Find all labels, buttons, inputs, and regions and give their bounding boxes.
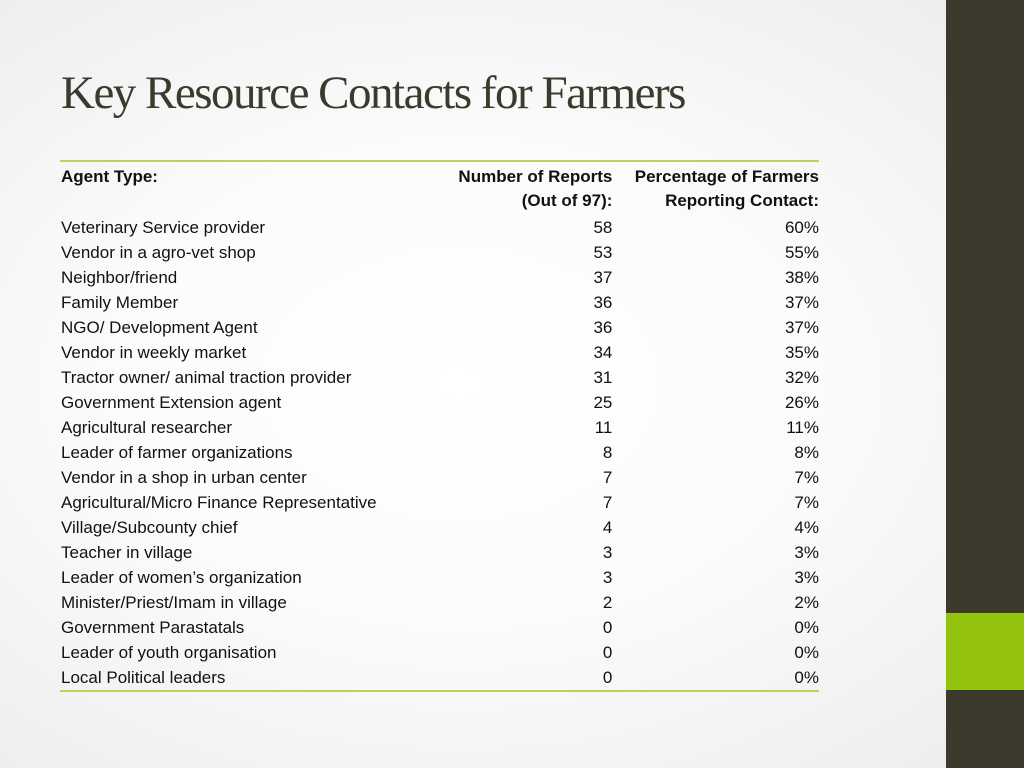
reports-cell: 53 bbox=[593, 243, 613, 262]
table-row: Local Political leaders 0 0% bbox=[60, 665, 819, 690]
agent-type-cell: Vendor in weekly market bbox=[61, 343, 247, 362]
agent-type-cell: Leader of women’s organization bbox=[61, 568, 302, 587]
reports-cell: 2 bbox=[602, 593, 613, 612]
agent-type-cell: Local Political leaders bbox=[61, 668, 226, 687]
table-row: Agricultural/Micro Finance Representativ… bbox=[60, 490, 819, 515]
reports-cell: 37 bbox=[593, 268, 613, 287]
table-body: Veterinary Service provider 58 60% Vendor i… bbox=[60, 215, 819, 690]
agent-type-cell: Vendor in a shop in urban center bbox=[61, 468, 307, 487]
reports-cell: 34 bbox=[593, 343, 613, 362]
agent-type-cell: Family Member bbox=[61, 293, 179, 312]
header-percent-line1: Percentage of Farmers bbox=[634, 167, 819, 186]
percent-cell: 3% bbox=[794, 543, 819, 562]
sidebar-accent-block bbox=[946, 613, 1024, 690]
percent-cell: 0% bbox=[794, 618, 819, 637]
agent-type-cell: Tractor owner/ animal traction provider bbox=[61, 368, 352, 387]
percent-cell: 7% bbox=[794, 468, 819, 487]
reports-cell: 0 bbox=[602, 668, 613, 687]
table-row: Family Member 36 37% bbox=[60, 290, 819, 315]
agent-type-cell: Village/Subcounty chief bbox=[61, 518, 238, 537]
table-row: Vendor in a agro-vet shop 53 55% bbox=[60, 240, 819, 265]
reports-cell: 7 bbox=[602, 468, 613, 487]
table-row: Veterinary Service provider 58 60% bbox=[60, 215, 819, 240]
reports-cell: 31 bbox=[593, 368, 613, 387]
table-row: NGO/ Development Agent 36 37% bbox=[60, 315, 819, 340]
agent-type-cell: Neighbor/friend bbox=[61, 268, 178, 287]
percent-cell: 37% bbox=[784, 293, 819, 312]
header-percent-line2: Reporting Contact: bbox=[665, 191, 819, 210]
table-row: Tractor owner/ animal traction provider 3… bbox=[60, 365, 819, 390]
percent-cell: 60% bbox=[784, 218, 819, 237]
agent-type-cell: Leader of farmer organizations bbox=[61, 443, 293, 462]
agent-type-cell: Agricultural/Micro Finance Representativ… bbox=[61, 493, 377, 512]
table-row: Neighbor/friend 37 38% bbox=[60, 265, 819, 290]
header-reports-line1: Number of Reports bbox=[458, 167, 613, 186]
slide-title: Key Resource Contacts for Farmers bbox=[61, 67, 686, 119]
percent-cell: 38% bbox=[784, 268, 819, 287]
reports-cell: 58 bbox=[593, 218, 613, 237]
table-header-row: Agent Type: Number of Reports (Out of 97… bbox=[60, 162, 819, 215]
table-row: Vendor in weekly market 34 35% bbox=[60, 340, 819, 365]
percent-cell: 37% bbox=[784, 318, 819, 337]
agent-type-cell: Minister/Priest/Imam in village bbox=[61, 593, 287, 612]
reports-cell: 7 bbox=[602, 493, 613, 512]
table-row: Vendor in a shop in urban center 7 7% bbox=[60, 465, 819, 490]
percent-cell: 0% bbox=[794, 668, 819, 687]
agent-type-cell: Leader of youth organisation bbox=[61, 643, 277, 662]
reports-cell: 3 bbox=[602, 568, 613, 587]
reports-cell: 11 bbox=[594, 418, 613, 437]
table-row: Leader of women’s organization 3 3% bbox=[60, 565, 819, 590]
table-row: Leader of farmer organizations 8 8% bbox=[60, 440, 819, 465]
table-row: Government Extension agent 25 26% bbox=[60, 390, 819, 415]
reports-cell: 3 bbox=[602, 543, 613, 562]
contacts-table-container: Agent Type: Number of Reports (Out of 97… bbox=[60, 160, 819, 692]
percent-cell: 8% bbox=[794, 443, 819, 462]
percent-cell: 3% bbox=[794, 568, 819, 587]
reports-cell: 4 bbox=[602, 518, 613, 537]
percent-cell: 32% bbox=[784, 368, 819, 387]
table-row: Leader of youth organisation 0 0% bbox=[60, 640, 819, 665]
percent-cell: 0% bbox=[794, 643, 819, 662]
reports-cell: 8 bbox=[602, 443, 613, 462]
percent-cell: 2% bbox=[794, 593, 819, 612]
percent-cell: 11% bbox=[786, 418, 819, 437]
agent-type-cell: Agricultural researcher bbox=[61, 418, 233, 437]
agent-type-cell: Government Parastatals bbox=[61, 618, 245, 637]
header-agent-type: Agent Type: bbox=[61, 167, 158, 186]
reports-cell: 36 bbox=[593, 293, 613, 312]
header-reports-line2: (Out of 97): bbox=[521, 191, 613, 210]
table-row: Agricultural researcher 11 11% bbox=[60, 415, 819, 440]
agent-type-cell: NGO/ Development Agent bbox=[61, 318, 258, 337]
table-row: Village/Subcounty chief 4 4% bbox=[60, 515, 819, 540]
percent-cell: 4% bbox=[794, 518, 819, 537]
table-row: Government Parastatals 0 0% bbox=[60, 615, 819, 640]
header-percentage: Percentage of Farmers Reporting Contact: bbox=[612, 162, 819, 215]
percent-cell: 35% bbox=[784, 343, 819, 362]
percent-cell: 55% bbox=[784, 243, 819, 262]
percent-cell: 26% bbox=[784, 393, 819, 412]
header-number-of-reports: Number of Reports (Out of 97): bbox=[441, 162, 613, 215]
agent-type-cell: Veterinary Service provider bbox=[61, 218, 266, 237]
percent-cell: 7% bbox=[794, 493, 819, 512]
table-row: Minister/Priest/Imam in village 2 2% bbox=[60, 590, 819, 615]
table-row: Teacher in village 3 3% bbox=[60, 540, 819, 565]
agent-type-cell: Teacher in village bbox=[61, 543, 193, 562]
reports-cell: 25 bbox=[593, 393, 613, 412]
reports-cell: 0 bbox=[602, 618, 613, 637]
reports-cell: 0 bbox=[602, 643, 613, 662]
contacts-table: Agent Type: Number of Reports (Out of 97… bbox=[60, 162, 819, 690]
agent-type-cell: Vendor in a agro-vet shop bbox=[61, 243, 256, 262]
reports-cell: 36 bbox=[593, 318, 613, 337]
agent-type-cell: Government Extension agent bbox=[61, 393, 282, 412]
